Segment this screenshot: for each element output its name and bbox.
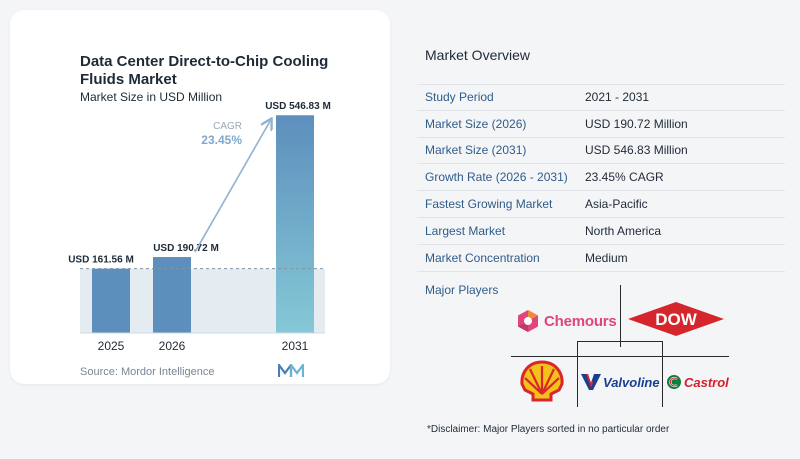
grid-divider [577,341,663,342]
grid-divider [577,341,578,407]
castrol-logo: Castrol [666,373,729,391]
x-tick-label: 2025 [98,339,125,353]
overview-key: Market Size (2031) [425,143,527,158]
mordor-logo-icon [278,364,304,377]
chemours-label: Chemours [544,312,617,330]
overview-key: Largest Market [425,223,506,238]
valvoline-logo: Valvoline [581,374,660,390]
overview-value: Medium [585,250,628,265]
source-text: Source: Mordor Intelligence [80,366,215,378]
bar-2025 [92,268,130,333]
overview-key: Market Concentration [425,250,540,265]
overview-row: Market Size (2026) USD 190.72 Million [417,111,785,138]
valvoline-v-icon [581,374,601,390]
chemours-icon [518,310,538,332]
overview-key: Fastest Growing Market [425,197,553,212]
overview-value: Asia-Pacific [585,197,648,212]
overview-value: 2021 - 2031 [585,90,650,105]
value-label: USD 190.72 M [153,243,219,254]
overview-key: Growth Rate (2026 - 2031) [425,170,568,185]
players-grid [505,285,735,410]
overview-row: Market Concentration Medium [417,245,785,272]
players-title: Major Players [425,283,499,297]
overview-row: Fastest Growing Market Asia-Pacific [417,191,785,218]
overview-value: North America [585,223,662,238]
castrol-icon [667,375,681,389]
chart-subtitle: Market Size in USD Million [80,90,223,104]
overview-table: Study Period 2021 - 2031 Market Size (20… [417,84,785,272]
value-label: USD 546.83 M [265,101,331,112]
dow-label: DOW [655,310,698,329]
overview-title: Market Overview [425,47,531,63]
overview-row: Growth Rate (2026 - 2031) 23.45% CAGR [417,164,785,192]
shell-logo [520,360,564,402]
grid-divider [511,356,729,357]
overview-value: USD 546.83 Million [585,143,688,158]
x-tick-label: 2031 [282,339,309,353]
chemours-logo: Chemours [516,309,617,333]
grid-divider [662,341,663,407]
overview-row: Largest Market North America [417,218,785,245]
bar-2026 [153,257,191,333]
chart-title: Data Center Direct-to-Chip Cooling Fluid… [80,53,329,88]
x-tick-label: 2026 [159,339,186,353]
overview-value: 23.45% CAGR [585,170,664,185]
overview-value: USD 190.72 Million [585,116,688,131]
valvoline-label: Valvoline [603,374,660,390]
cagr-value: 23.45% [201,133,242,147]
overview-key: Market Size (2026) [425,116,527,131]
bar-2031 [276,115,314,334]
castrol-label: Castrol [684,374,729,390]
dow-logo: DOW [628,302,724,336]
overview-row: Market Size (2031) USD 546.83 Million [417,138,785,165]
overview-key: Study Period [425,90,494,105]
bar-chart: USD 161.56 M 2025 USD 190.72 M 2026 USD 546.… [68,101,331,353]
cagr-label: CAGR [213,121,242,132]
grid-divider [620,285,621,347]
disclaimer-text: *Disclaimer: Major Players sorted in no … [427,424,670,435]
value-label: USD 161.56 M [68,255,134,266]
cagr-arrow [194,121,270,253]
overview-row: Study Period 2021 - 2031 [417,84,785,111]
